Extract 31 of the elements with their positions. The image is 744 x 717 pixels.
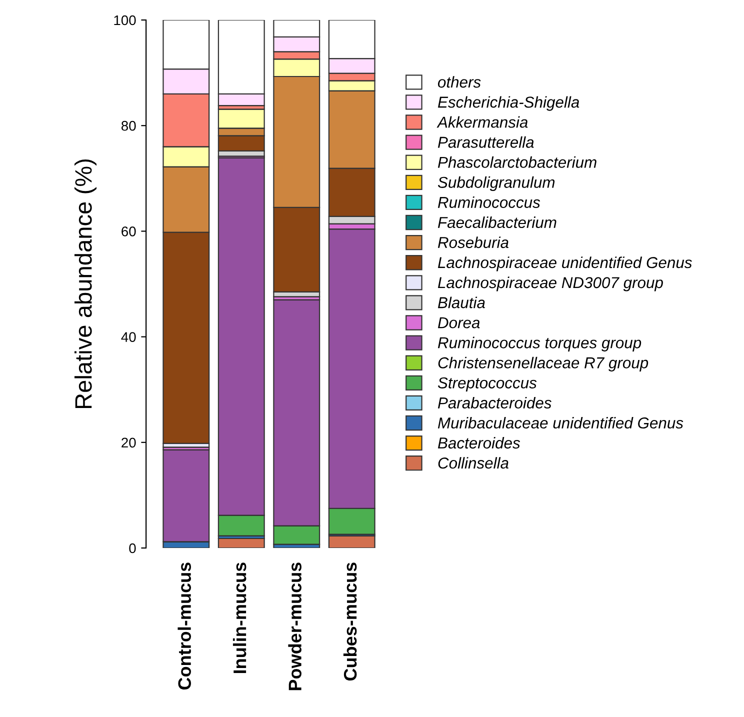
y-tick-label: 0 [129, 543, 136, 554]
y-axis-title: Relative abundance (%) [74, 159, 96, 408]
x-tick-label: Powder-mucus [288, 562, 302, 690]
legend-label: Escherichia-Shigella [438, 96, 580, 111]
legend-label: Parabacteroides [438, 396, 552, 408]
legend-label: Lachnospiraceae ND3007 group [438, 276, 663, 292]
legend-label: Akkermansia [436, 116, 528, 128]
y-tick-label: 20 [122, 438, 136, 448]
legend-label: Collinsella [438, 457, 508, 469]
y-tick-label: 60 [122, 226, 136, 236]
legend-label: Lachnospiraceae unidentified Genus [438, 256, 692, 272]
legend-label: Streptococcus [438, 377, 537, 392]
legend-label: Parasutterella [438, 136, 534, 148]
legend-label: others [438, 76, 481, 88]
legend-label: Blautia [438, 296, 485, 308]
y-tick-label: 80 [121, 120, 136, 131]
legend-label: Roseburia [438, 236, 508, 248]
legend-label: Bacteroides [438, 437, 520, 449]
x-tick-label: Control-mucus [178, 562, 191, 690]
legend-label: Dorea [438, 317, 480, 328]
legend-label: Christensenellaceae R7 group [438, 356, 648, 372]
legend-label: Muribaculaceae unidentified Genus [438, 417, 684, 429]
legend-label: Phascolarctobacterium [438, 156, 596, 168]
y-tick-label: 100 [114, 15, 136, 26]
y-tick-label: 40 [121, 332, 136, 342]
legend-label: Ruminococcus [438, 196, 540, 208]
legend-label: Subdoligranulum [438, 176, 555, 192]
x-tick-label: Cubes-mucus [343, 562, 357, 681]
legend-label: Faecalibacterium [438, 216, 556, 228]
x-tick-label: Inulin-mucus [232, 562, 246, 674]
legend-label: Ruminococcus torques group [438, 336, 642, 352]
